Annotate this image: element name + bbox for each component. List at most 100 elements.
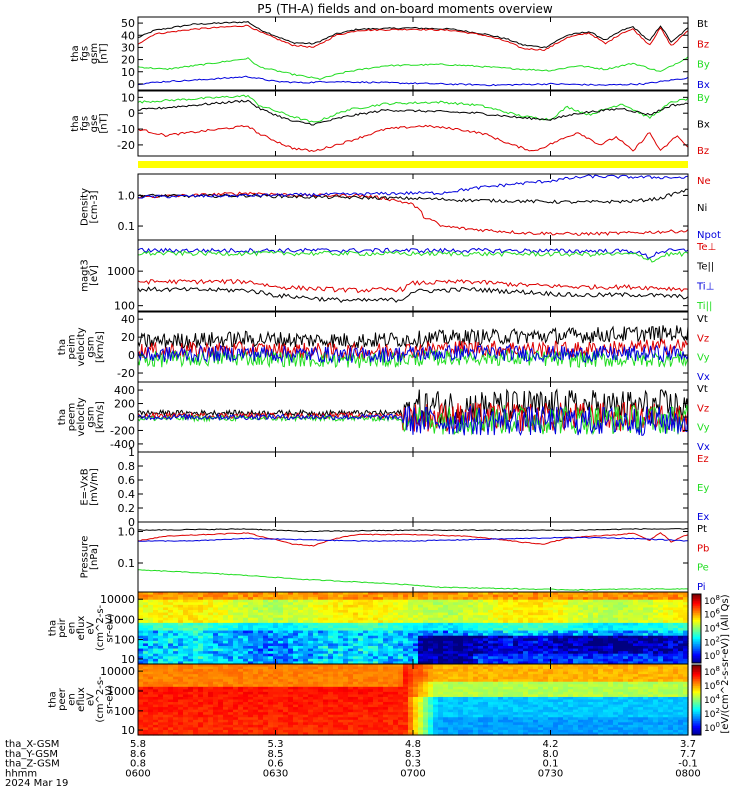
y-tick-label: 200 [114,398,135,411]
series-line-vx [138,404,688,437]
spectrogram-cells [138,664,689,736]
y-tick-label: 40 [121,313,135,326]
x-tick-label: 8.5 [268,749,284,760]
series-line-bz [138,124,688,152]
y-axis-label: [mV/m] [89,468,100,506]
series-line-bt [138,21,688,49]
y-tick-label: 100 [114,634,135,647]
y-axis-label: eV [86,693,97,706]
y-tick-label: 10000 [100,593,135,606]
series-line-vy [138,348,688,369]
colorbar-label: [eV/(cm^2-s-sr-eV)] (All Qs) [720,594,731,733]
series-line-ti [138,250,688,263]
spectrogram-cells [138,592,689,665]
colorbar-tick-label: 100 [704,649,720,662]
y-axis-label: (cm^2-s- [95,604,106,651]
colorbar-tick-label: 108 [704,665,720,678]
series-group [138,94,688,152]
x-tick-label: 7.7 [680,749,696,760]
y-axis-label: velocity [76,327,87,366]
x-tick-label: 0.3 [405,759,421,770]
series-group [138,174,688,236]
x-tick-label: 0630 [263,768,288,779]
y-axis-label: eV [86,621,97,634]
series-group [138,528,688,591]
y-axis-label: peer [57,687,68,711]
legend-bz: Bz [697,39,709,50]
x-row-label: tha_Z-GSM [5,759,60,770]
panel-efield: 00.20.40.60.81 Ez Ey Ex E=-VxB[mV/m] [79,446,709,529]
y-axis-label: peim [67,334,78,359]
series-line-by [138,94,688,123]
legend-pi: Pi [697,582,706,593]
y-tick-label: 100 [114,300,135,313]
panel-frame [137,239,689,312]
series-group [138,325,688,369]
y-axis-label: sr-eV) [105,613,116,642]
y-axis-label: [nT] [98,43,109,63]
colorbar-tick-label: 106 [704,679,720,692]
x-tick-label: 0.1 [543,759,559,770]
y-axis-label: gsm [89,43,100,64]
series-line-bx [138,75,688,87]
y-tick-label: 0 [128,411,135,424]
y-tick-label: 1.0 [118,525,136,538]
x-tick-label: 8.0 [543,749,559,760]
x-row-label: 2024 Mar 19 [5,778,68,789]
y-axis-label: [km/s] [95,401,106,433]
y-axis-label: fgs [79,116,90,131]
legend-ni: Ni [697,203,707,214]
y-tick-label: 1000 [107,265,135,278]
y-axis-label: eflux [76,616,87,641]
y-axis-label: en [67,622,78,635]
series-line-bx [138,99,688,126]
x-tick-label: 0730 [538,768,563,779]
legend-pe: Pe [697,563,709,574]
legend-ti: Ti|| [696,301,712,312]
y-tick-label: 30 [121,41,135,54]
panel-pressure: 1.0 0.1 Pt Pb Pe Pi Pressure[nPa] [79,521,709,593]
panel-peer-spectrogram: 10000 1000 100 10 thapeerenefluxeV(cm^2-s-sr… [48,663,689,737]
y-tick-label: 0.8 [118,460,136,473]
series-group [138,247,688,304]
y-tick-label: -20 [117,139,135,152]
y-axis-label: [eV] [89,265,100,286]
y-axis-label: sr-eV) [105,685,116,714]
y-tick-label: 1000 [107,613,135,626]
y-axis-label: Density [79,188,90,226]
y-axis-label: gsm [86,336,97,357]
x-row-label: hhmm [5,768,37,779]
series-line-pi [138,536,688,542]
x-tick-label: 0600 [125,768,150,779]
series-group [138,388,688,437]
y-tick-label: 1.0 [118,189,136,202]
series-line-by [138,56,688,80]
y-axis-label: tha [48,691,59,707]
y-axis-label: fgs [79,46,90,61]
x-tick-label: 4.8 [405,739,421,750]
legend-pt: Pt [697,524,707,535]
y-tick-label: -20 [117,367,135,380]
x-tick-label: 5.3 [268,739,284,750]
legend-pb: Pb [697,543,709,554]
series-group [138,21,688,87]
y-axis-label: peem [67,403,78,431]
panel-frame [137,521,689,593]
panel-temperature: 1000 100 Te⊥ Te|| Ti⊥ Ti|| magt3[eV] [79,239,716,313]
series-line-te [138,286,688,304]
series-line-vx [138,344,688,364]
legend-bz: Bz [697,146,709,157]
y-tick-label: 0.6 [118,474,136,487]
y-tick-label: 0.2 [118,502,136,515]
legend-vx: Vx [697,442,710,453]
legend-vt: Vt [697,384,708,395]
colorbar-tick-label: 106 [704,608,720,621]
legend-bx: Bx [697,80,710,91]
y-tick-label: 1 [128,446,135,459]
series-line-pb [138,532,688,547]
legend-vx: Vx [697,372,710,383]
legend-vz: Vz [697,333,709,344]
